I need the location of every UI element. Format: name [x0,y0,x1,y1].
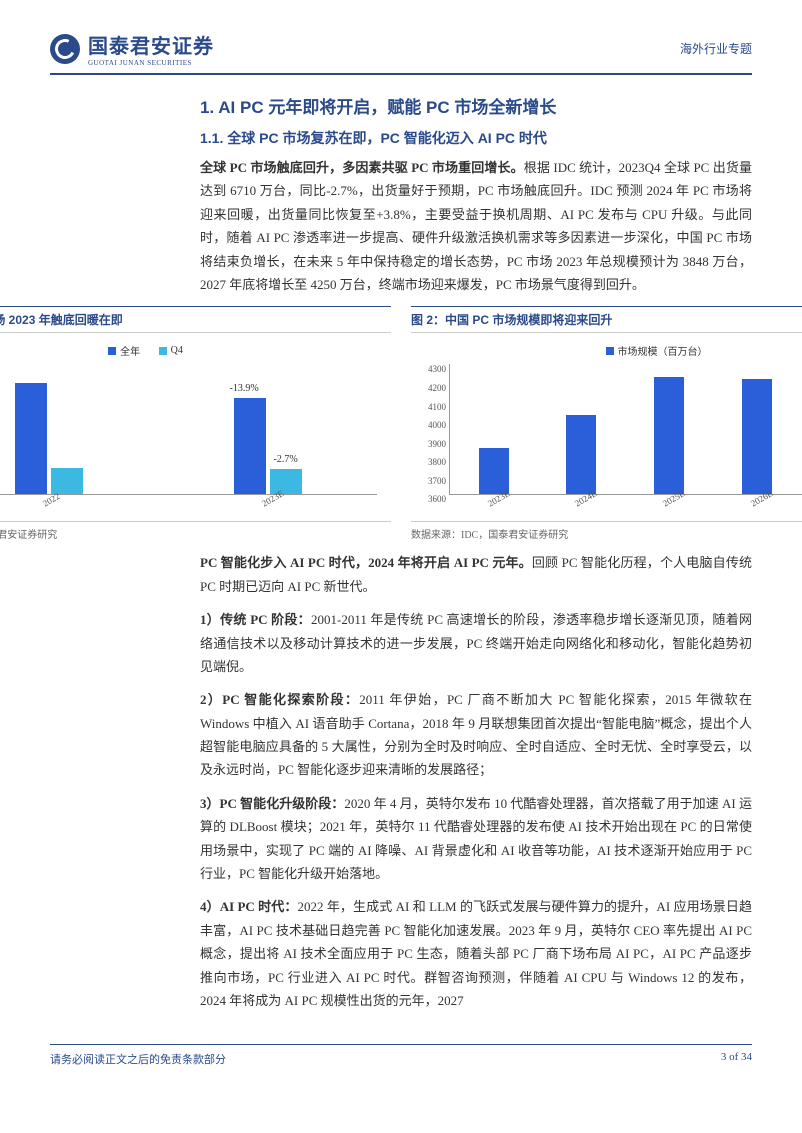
main-content: 1. AI PC 元年即将开启，赋能 PC 市场全新增长 1.1. 全球 PC … [200,93,752,296]
p2-lead: PC 智能化步入 AI PC 时代，2024 年将开启 AI PC 元年。 [200,555,532,570]
p6-body: 2022 年，生成式 AI 和 LLM 的飞跃式发展与硬件算力的提升，AI 应用… [200,899,752,1008]
page-header: 国泰君安证券 GUOTAI JUNAN SECURITIES 海外行业专题 [50,30,752,75]
page-footer: 请务必阅读正文之后的免责条款部分 3 of 34 [50,1044,752,1067]
p1-body: 根据 IDC 统计，2023Q4 全球 PC 出货量达到 6710 万台，同比-… [200,160,752,292]
header-category: 海外行业专题 [680,40,752,57]
chart-1-plot: 05010015020025030035020222023E-13.9%-2.7… [0,364,377,495]
brand-name-en: GUOTAI JUNAN SECURITIES [88,59,214,67]
logo-icon [50,34,80,64]
p4-lead: 2）PC 智能化探索阶段： [200,692,359,707]
section-heading-1: 1. AI PC 元年即将开启，赋能 PC 市场全新增长 [200,93,752,118]
chart-2: 图 2：中国 PC 市场规模即将迎来回升 市场规模（百万台） 360037003… [411,306,802,541]
brand-logo: 国泰君安证券 GUOTAI JUNAN SECURITIES [50,30,214,67]
chart-2-bar [566,415,596,495]
p5-lead: 3）PC 智能化升级阶段： [200,796,344,811]
chart-2-title: 图 2：中国 PC 市场规模即将迎来回升 [411,307,802,333]
charts-row: 图 1：全球 PC 市场 2023 年触底回暖在即 全年 Q4 05010015… [0,306,802,541]
p3-lead: 1）传统 PC 阶段： [200,612,311,627]
paragraph-5: 3）PC 智能化升级阶段：2020 年 4 月，英特尔发布 10 代酷睿处理器，… [200,792,752,886]
section-heading-1-1: 1.1. 全球 PC 市场复苏在即，PC 智能化迈入 AI PC 时代 [200,128,752,148]
paragraph-4: 2）PC 智能化探索阶段：2011 年伊始，PC 厂商不断加大 PC 智能化探索… [200,688,752,782]
chart-2-bar [654,377,684,494]
brand-name-cn: 国泰君安证券 [88,30,214,59]
footer-page-number: 3 of 34 [721,1051,752,1067]
p1-lead: 全球 PC 市场触底回升，多因素共驱 PC 市场重回增长。 [200,160,524,175]
footer-disclaimer: 请务必阅读正文之后的免责条款部分 [50,1051,226,1067]
paragraph-3: 1）传统 PC 阶段：2001-2011 年是传统 PC 高速增长的阶段，渗透率… [200,608,752,678]
paragraph-2: PC 智能化步入 AI PC 时代，2024 年将开启 AI PC 元年。回顾 … [200,551,752,598]
p6-lead: 4）AI PC 时代： [200,899,297,914]
chart-2-bar [479,448,509,494]
main-content-lower: PC 智能化步入 AI PC 时代，2024 年将开启 AI PC 元年。回顾 … [200,551,752,1012]
paragraph-6: 4）AI PC 时代：2022 年，生成式 AI 和 LLM 的飞跃式发展与硬件… [200,895,752,1012]
chart-1-source: 数据来源：IDC，国泰君安证券研究 [0,521,391,541]
chart-1-bar-full [15,383,47,494]
chart-2-plot: 360037003800390040004100420043002023E202… [449,364,802,495]
chart-1-bar-full [234,398,266,495]
paragraph-1: 全球 PC 市场触底回升，多因素共驱 PC 市场重回增长。根据 IDC 统计，2… [200,156,752,296]
chart-2-source: 数据来源：IDC，国泰君安证券研究 [411,521,802,541]
chart-2-legend: 市场规模（百万台） [419,343,802,358]
chart-2-bar [742,379,772,494]
chart-1-legend: 全年 Q4 [0,343,383,358]
chart-1: 图 1：全球 PC 市场 2023 年触底回暖在即 全年 Q4 05010015… [0,306,391,541]
chart-1-title: 图 1：全球 PC 市场 2023 年触底回暖在即 [0,307,391,333]
